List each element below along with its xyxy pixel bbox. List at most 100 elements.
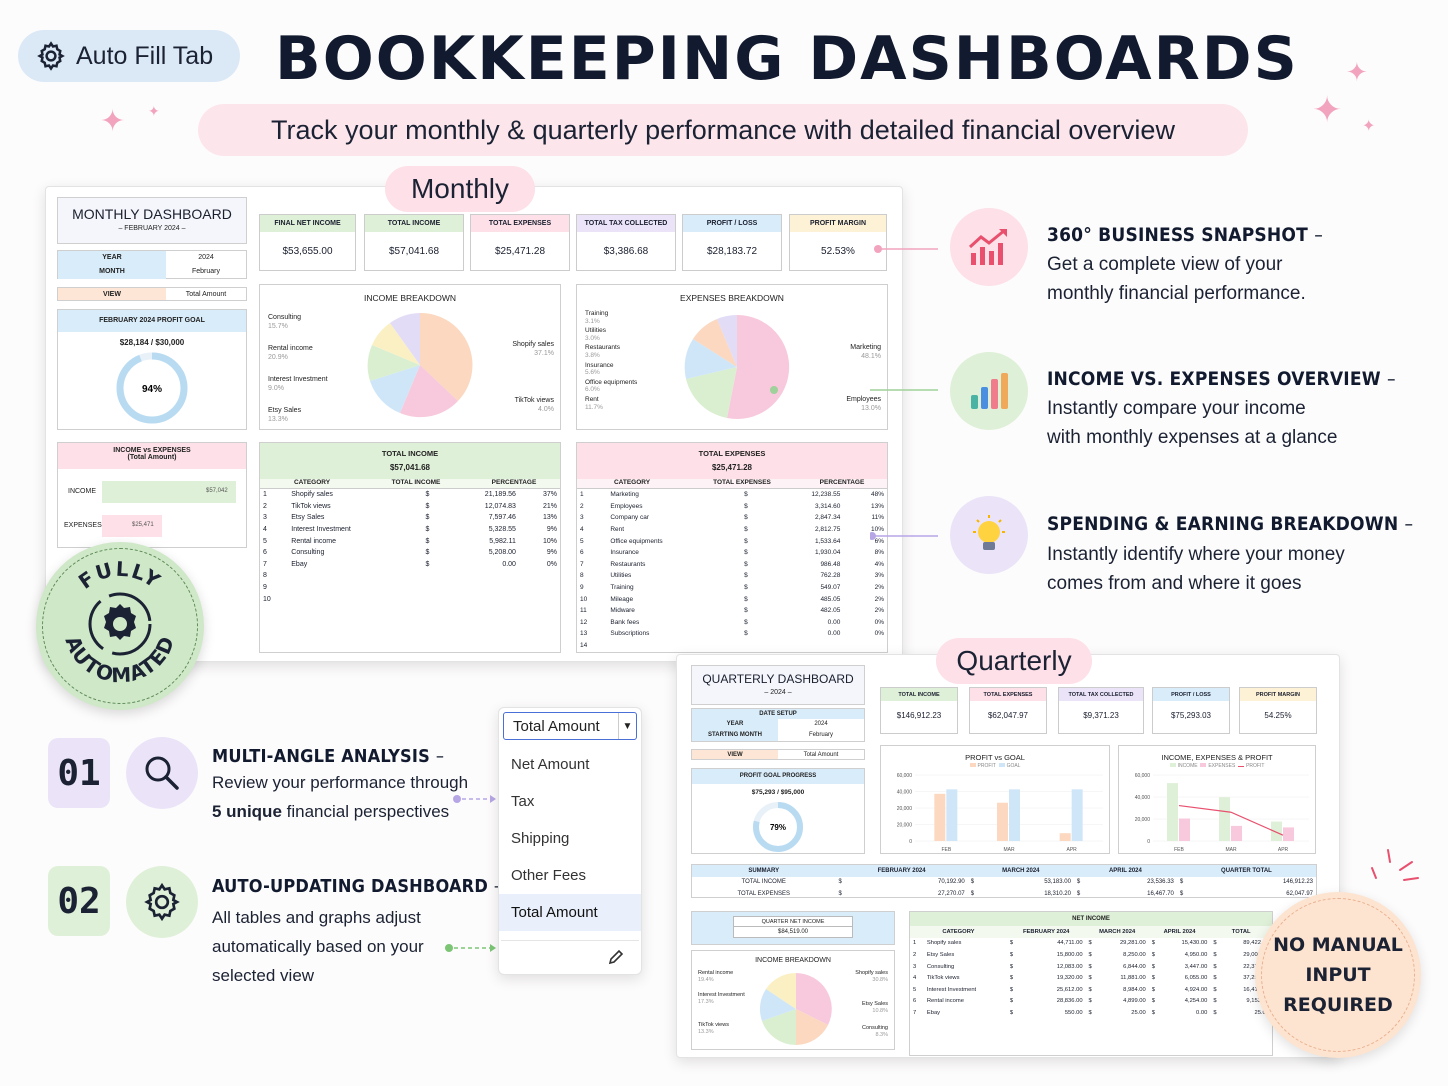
x-tick-label: MAR bbox=[1225, 847, 1237, 853]
legend-label: Interest Investment bbox=[698, 992, 745, 999]
legend-label: Restaurants bbox=[585, 344, 621, 352]
table-cell: Rent bbox=[610, 526, 625, 534]
table-cell: $ bbox=[1088, 963, 1092, 970]
pie-slice bbox=[796, 973, 832, 1025]
legend-pct: 10.8% bbox=[872, 1007, 888, 1014]
lightbulb-icon bbox=[950, 496, 1028, 574]
table-cell: 8,984.00 bbox=[1123, 986, 1146, 993]
chart-bar bbox=[1271, 821, 1282, 841]
tab-quarterly[interactable]: Quarterly bbox=[936, 638, 1092, 684]
ie-title: INCOME vs EXPENSES bbox=[113, 447, 191, 454]
table-cell: $ bbox=[1213, 951, 1217, 958]
legend-label: Shopify sales bbox=[855, 970, 888, 976]
table-cell: $ bbox=[1076, 890, 1081, 897]
dropdown-option[interactable]: Shipping bbox=[511, 830, 570, 847]
table-cell: 3 bbox=[580, 514, 584, 522]
table-cell: 2% bbox=[874, 584, 884, 592]
col-header: APRIL 2024 bbox=[1108, 867, 1142, 874]
no-manual-input-stamp: NO MANUAL INPUT REQUIRED bbox=[1255, 892, 1421, 1058]
legend-label: Utilities bbox=[585, 327, 606, 335]
table-cell: $ bbox=[1088, 998, 1092, 1005]
table-cell: $ bbox=[1009, 963, 1014, 970]
table-cell: 6 bbox=[913, 998, 917, 1005]
view-value[interactable]: Total Amount bbox=[803, 752, 839, 758]
pencil-icon[interactable] bbox=[501, 940, 639, 972]
table-cell: 9% bbox=[546, 549, 557, 557]
ie-expenses-bar bbox=[102, 515, 162, 537]
table-cell: TikTok views bbox=[926, 975, 960, 982]
legend-pct: 9.0% bbox=[268, 385, 284, 392]
col-header: FEBRUARY 2024 bbox=[877, 867, 926, 874]
legend-label: Consulting bbox=[862, 1025, 888, 1032]
pie-slice bbox=[400, 365, 458, 418]
table-cell: 550.00 bbox=[1064, 1009, 1083, 1016]
income-pie-chart bbox=[367, 312, 473, 418]
table-cell: $ bbox=[1151, 986, 1155, 993]
kpi-label: TOTAL TAX COLLECTED bbox=[577, 215, 675, 232]
monthly-dashboard-title: MONTHLY DASHBOARD bbox=[72, 206, 232, 222]
legend-label: Rental income bbox=[268, 345, 313, 352]
ie-income-label: INCOME bbox=[68, 488, 96, 495]
table-cell: 0% bbox=[546, 560, 557, 568]
table-row: 2 Employees $3,314.60 13% bbox=[577, 501, 887, 513]
table-cell: 15,430.00 bbox=[1181, 940, 1208, 947]
month-value[interactable]: February bbox=[191, 268, 220, 275]
kpi-value: 52.53% bbox=[821, 245, 855, 257]
table-cell: $ bbox=[425, 549, 430, 557]
step-number: 01 bbox=[48, 738, 110, 808]
table-row: 9 bbox=[260, 582, 560, 594]
table-cell: 0.00 bbox=[1196, 1009, 1208, 1016]
table-cell: 5 bbox=[263, 537, 267, 545]
table-cell: 8% bbox=[874, 549, 884, 557]
table-row: 6 Consulting $5,208.00 9% bbox=[260, 547, 560, 559]
growth-chart-icon bbox=[950, 208, 1028, 286]
dropdown-option[interactable]: Tax bbox=[511, 793, 535, 810]
dropdown-option-selected[interactable]: Total Amount bbox=[499, 894, 641, 931]
kpi-final-net-income: FINAL NET INCOME $53,655.00 bbox=[259, 214, 356, 271]
y-tick-label: 60,000 bbox=[897, 773, 913, 779]
year-label: YEAR bbox=[58, 251, 166, 265]
col-header: QUARTER TOTAL bbox=[1221, 867, 1272, 874]
table-row: 3 Company car $2,847.34 11% bbox=[577, 512, 887, 524]
table-row: 9 Training $549.07 2% bbox=[577, 582, 887, 594]
kpi-label: PROFIT MARGIN bbox=[1240, 688, 1316, 701]
month-value[interactable]: February bbox=[808, 732, 833, 738]
table-cell: Mileage bbox=[610, 595, 634, 603]
table-cell: Ebay bbox=[291, 560, 308, 568]
table-cell bbox=[443, 582, 519, 594]
view-value[interactable]: Total Amount bbox=[185, 291, 227, 298]
tab-monthly[interactable]: Monthly bbox=[385, 166, 535, 212]
x-tick-label: APR bbox=[1278, 847, 1289, 853]
table-cell: $ bbox=[744, 549, 748, 557]
table-cell: $ bbox=[1076, 879, 1081, 886]
table-row: 8 Utilities $762.28 3% bbox=[577, 570, 887, 582]
kpi-label: TOTAL TAX COLLECTED bbox=[1059, 688, 1143, 701]
year-value[interactable]: 2024 bbox=[198, 254, 214, 261]
table-row: 12 Bank fees $0.00 0% bbox=[577, 617, 887, 629]
table-cell: Interest Investment bbox=[291, 526, 351, 534]
table-cell: 3% bbox=[874, 572, 884, 580]
table-cell: Midware bbox=[610, 607, 635, 615]
kpi-total-income: TOTAL INCOME $57,041.68 bbox=[364, 214, 464, 271]
y-tick-label: 20,000 bbox=[1135, 817, 1151, 823]
chevron-down-icon[interactable]: ▼ bbox=[618, 713, 636, 739]
legend-label: TikTok views bbox=[698, 1022, 729, 1029]
monthly-view-row: VIEW Total Amount bbox=[57, 287, 247, 301]
dropdown-select[interactable]: Total Amount ▼ bbox=[503, 712, 637, 740]
year-value[interactable]: 2024 bbox=[814, 721, 828, 727]
table-cell: $ bbox=[744, 491, 748, 499]
auto-fill-tab-badge[interactable]: Auto Fill Tab bbox=[18, 30, 240, 82]
table-cell: 10 bbox=[580, 595, 588, 603]
table-cell: 6 bbox=[580, 549, 584, 557]
feature-title: INCOME VS. EXPENSES OVERVIEW – bbox=[1047, 368, 1396, 390]
table-cell: $ bbox=[744, 514, 748, 522]
expenses-pie-chart bbox=[684, 314, 790, 419]
table-cell: 2 bbox=[913, 951, 917, 958]
dropdown-option[interactable]: Net Amount bbox=[511, 756, 590, 773]
table-cell: 9% bbox=[546, 526, 557, 534]
dropdown-option[interactable]: Other Fees bbox=[511, 867, 587, 884]
table-cell: 8 bbox=[580, 572, 584, 580]
year-label: YEAR bbox=[692, 719, 778, 730]
x-tick-label: MAR bbox=[1003, 847, 1015, 853]
income-table-total: $57,041.68 bbox=[389, 463, 431, 472]
